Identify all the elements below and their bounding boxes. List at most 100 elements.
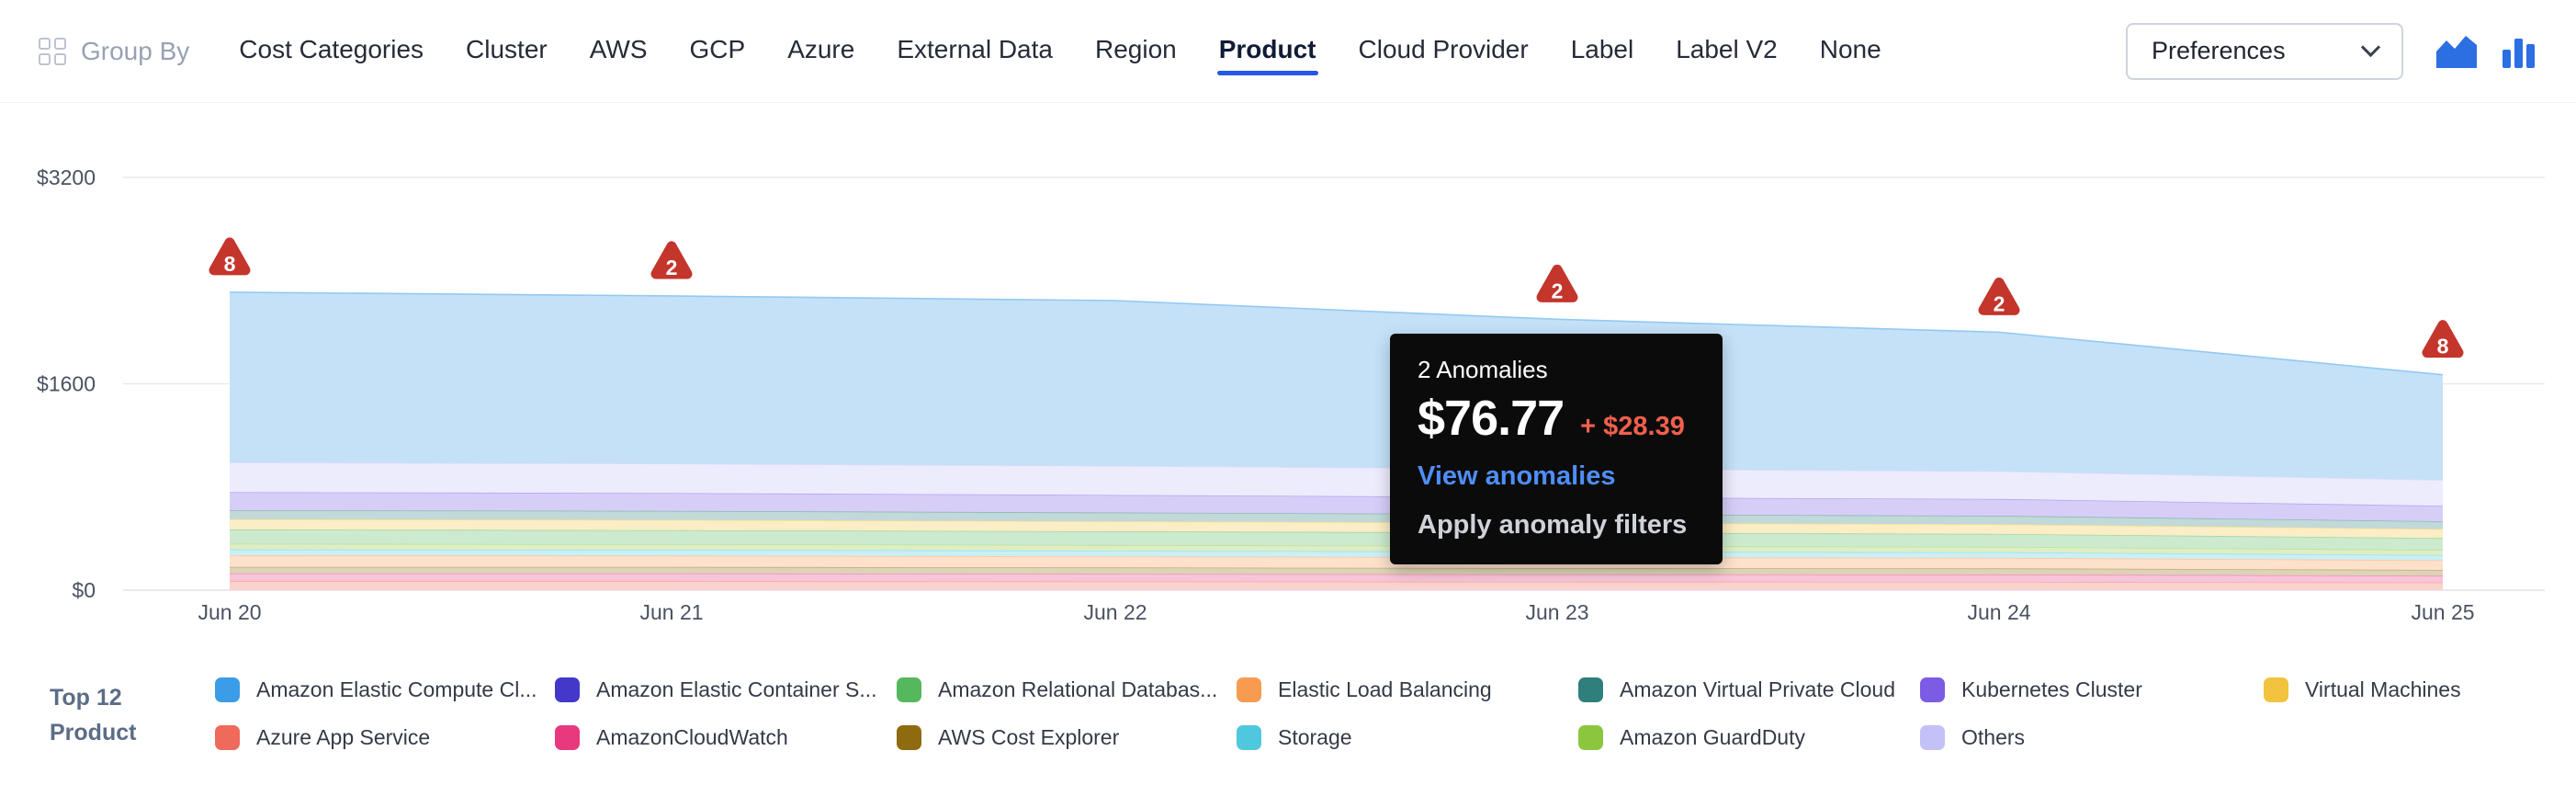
legend-label: Virtual Machines	[2305, 677, 2461, 701]
tab-label-v2[interactable]: Label V2	[1676, 34, 1778, 63]
tab-none[interactable]: None	[1819, 34, 1881, 63]
tooltip-value: $76.77	[1418, 391, 1565, 446]
legend-item[interactable]: AmazonCloudWatch	[555, 725, 788, 750]
tab-external-data[interactable]: External Data	[897, 34, 1053, 63]
legend-label: Elastic Load Balancing	[1278, 677, 1492, 701]
legend-swatch	[1578, 677, 1603, 702]
apply-anomaly-filters-link[interactable]: Apply anomaly filters	[1418, 510, 1688, 540]
legend-item[interactable]: Storage	[1237, 725, 1352, 750]
anomaly-marker[interactable]: 2	[1536, 264, 1578, 302]
legend-label: Amazon Elastic Compute Cl...	[256, 677, 537, 701]
preferences-dropdown[interactable]: Preferences	[2126, 22, 2403, 80]
legend-swatch	[215, 677, 240, 702]
anomaly-count: 2	[1994, 291, 2005, 315]
legend-swatch	[1237, 677, 1261, 702]
legend-label: Amazon Elastic Container S...	[596, 677, 877, 701]
area-series[interactable]	[230, 529, 2443, 551]
group-by: Group By	[39, 37, 189, 66]
header-right: Preferences	[2126, 22, 2537, 80]
area-series[interactable]	[230, 510, 2443, 529]
area-series[interactable]	[230, 555, 2443, 570]
area-series[interactable]	[230, 291, 2443, 481]
chart-type-switcher	[2435, 33, 2537, 70]
legend-item[interactable]: Amazon Elastic Container S...	[555, 677, 877, 702]
legend-item[interactable]: Amazon GuardDuty	[1578, 725, 1805, 750]
tab-cluster[interactable]: Cluster	[466, 34, 548, 63]
tab-gcp[interactable]: GCP	[689, 34, 746, 63]
area-series[interactable]	[230, 462, 2443, 506]
tab-cost-categories[interactable]: Cost Categories	[239, 34, 424, 63]
area-series-edge	[229, 509, 2444, 522]
legend-swatch	[897, 725, 921, 750]
legend-label: AmazonCloudWatch	[596, 725, 788, 749]
area-series[interactable]	[230, 492, 2443, 522]
area-series[interactable]	[230, 573, 2443, 583]
anomaly-triangle-icon	[1978, 277, 2020, 315]
anomaly-triangle-icon	[209, 237, 251, 276]
group-by-icon	[39, 37, 66, 65]
legend-title-line1: Top 12	[50, 685, 122, 711]
legend-title-line2: Product	[50, 720, 137, 745]
legend-swatch	[215, 725, 240, 750]
anomaly-marker[interactable]: 8	[2422, 320, 2464, 358]
y-axis-tick-label: $0	[72, 578, 96, 602]
y-axis-tick-label: $3200	[37, 165, 96, 189]
anomaly-marker[interactable]: 8	[209, 237, 251, 276]
y-axis-tick-label: $1600	[37, 372, 96, 396]
view-anomalies-link[interactable]: View anomalies	[1418, 461, 1616, 491]
tooltip-value-row: $76.77 + $28.39	[1418, 390, 1695, 447]
preferences-label: Preferences	[2152, 37, 2286, 64]
anomaly-marker[interactable]: 2	[1978, 277, 2020, 315]
area-series[interactable]	[230, 543, 2443, 555]
anomaly-marker[interactable]: 2	[650, 241, 693, 279]
x-axis-tick-label: Jun 25	[2411, 600, 2474, 624]
tooltip-delta: + $28.39	[1580, 412, 1685, 441]
anomaly-count: 2	[1552, 279, 1564, 302]
legend-item[interactable]: Others	[1920, 725, 2025, 750]
tab-azure[interactable]: Azure	[787, 34, 855, 63]
legend-swatch	[555, 725, 580, 750]
tab-region[interactable]: Region	[1094, 34, 1177, 63]
legend-item[interactable]: Virtual Machines	[2264, 677, 2461, 702]
anomaly-count: 2	[666, 256, 678, 279]
x-axis-tick-label: Jun 23	[1525, 600, 1588, 624]
legend-item[interactable]: Amazon Elastic Compute Cl...	[215, 677, 537, 702]
legend-swatch	[1578, 725, 1603, 750]
legend-item[interactable]: Kubernetes Cluster	[1920, 677, 2142, 702]
anomaly-triangle-icon	[650, 241, 693, 279]
x-axis-tick-label: Jun 24	[1967, 600, 2030, 624]
legend-swatch	[2264, 677, 2288, 702]
area-series[interactable]	[230, 581, 2443, 590]
tab-label[interactable]: Label	[1570, 34, 1634, 63]
legend-label: Others	[1961, 725, 2026, 749]
legend-swatch	[555, 677, 580, 702]
tab-aws[interactable]: AWS	[589, 34, 648, 63]
legend-item[interactable]: Amazon Virtual Private Cloud	[1578, 677, 1895, 702]
legend-swatch	[1237, 725, 1261, 750]
group-by-label: Group By	[81, 36, 190, 65]
x-axis-tick-label: Jun 22	[1083, 600, 1147, 624]
legend-label: Storage	[1278, 725, 1352, 749]
legend-title: Top 12 Product	[50, 680, 136, 750]
anomaly-count: 8	[224, 252, 236, 276]
legend-item[interactable]: Elastic Load Balancing	[1237, 677, 1492, 702]
tooltip-title: 2 Anomalies	[1418, 356, 1548, 383]
legend-swatch	[897, 677, 921, 702]
legend-item[interactable]: Azure App Service	[215, 725, 430, 750]
legend-label: Kubernetes Cluster	[1961, 677, 2142, 701]
tab-product[interactable]: Product	[1216, 28, 1318, 75]
header: Group By Cost Categories Cluster AWS GCP Azu…	[0, 0, 2576, 103]
stacked-area-chart: $3200 $1600 $0 Jun 20 Jun 21 Jun 22 Jun 23 Jun …	[37, 165, 2545, 624]
bar-chart-icon[interactable]	[2501, 33, 2537, 70]
anomaly-triangle-icon	[1536, 264, 1578, 302]
legend-item[interactable]: Amazon Relational Databas...	[897, 677, 1217, 702]
anomaly-triangle-icon	[2422, 320, 2464, 358]
x-axis-tick-label: Jun 21	[639, 600, 703, 624]
area-series[interactable]	[230, 566, 2443, 576]
area-chart-icon[interactable]	[2435, 33, 2479, 70]
legend-swatch	[1920, 677, 1945, 702]
chevron-down-icon	[2360, 37, 2381, 58]
legend-item[interactable]: AWS Cost Explorer	[897, 725, 1119, 750]
anomaly-tooltip: 2 Anomalies $76.77 + $28.39 View anomali…	[1390, 334, 1723, 564]
tab-cloud-provider[interactable]: Cloud Provider	[1358, 34, 1529, 63]
